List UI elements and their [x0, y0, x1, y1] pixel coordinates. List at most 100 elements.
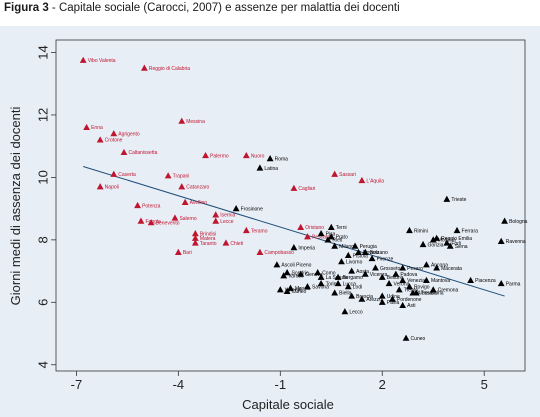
- data-point-label: Bolzano: [370, 250, 388, 256]
- data-point-label: Como: [322, 270, 336, 276]
- data-point-label: Treviso: [421, 291, 437, 297]
- data-point-label: Aosta: [356, 269, 369, 275]
- data-point-marker: [344, 283, 352, 290]
- plot-panel: 4 6 8 10 12 14 -7 -4 -1 2 5 Vibo Valenta Reggio di…: [0, 26, 540, 417]
- data-point-label: Lucca: [343, 281, 357, 287]
- data-point-label: Mantova: [431, 278, 450, 284]
- data-point-marker: [433, 234, 441, 241]
- data-point-label: Sassari: [339, 172, 356, 178]
- y-tick-label: 4: [35, 361, 50, 368]
- x-tick-label: -4: [173, 377, 185, 392]
- data-point-marker: [191, 239, 199, 246]
- data-point-marker: [317, 273, 325, 280]
- x-tick-label: 2: [379, 377, 386, 392]
- data-point-marker: [96, 136, 104, 143]
- data-point-marker: [120, 148, 128, 156]
- data-point-marker: [181, 198, 189, 205]
- data-point-label: Vibo Valenta: [88, 58, 116, 64]
- data-point-label: Asti: [407, 303, 415, 309]
- data-point-marker: [83, 123, 90, 131]
- data-point-label: Cagliari: [298, 186, 315, 192]
- data-point-marker: [358, 295, 366, 302]
- data-point-marker: [212, 211, 220, 218]
- data-point-marker: [361, 270, 369, 277]
- data-point-label: Reggio Emilia: [441, 236, 472, 242]
- data-point-marker: [358, 176, 366, 184]
- data-point-marker: [202, 151, 209, 159]
- data-point-marker: [331, 242, 339, 249]
- data-point-marker: [256, 248, 264, 255]
- data-point-label: Gorizia: [428, 242, 444, 248]
- data-point-marker: [171, 214, 179, 221]
- data-point-marker: [174, 248, 182, 255]
- data-point-label: Grosseto: [380, 266, 401, 272]
- data-point-label: Parma: [506, 281, 521, 287]
- data-point-marker: [378, 292, 386, 299]
- x-axis-title: Capitale sociale: [242, 397, 334, 412]
- data-point-label: Caserta: [118, 172, 136, 178]
- data-point-marker: [368, 254, 376, 262]
- data-point-label: Oristano: [305, 225, 324, 231]
- data-point-marker: [402, 334, 410, 341]
- data-point-marker: [212, 217, 220, 224]
- data-point-label: Novara: [363, 250, 379, 256]
- data-point-label: Catanzaro: [186, 185, 209, 191]
- x-tick-label: -1: [275, 377, 287, 392]
- data-point-label: Rieti: [332, 238, 342, 244]
- data-point-marker: [443, 239, 451, 246]
- data-point-marker: [317, 230, 325, 237]
- data-point-label: Cuneo: [411, 336, 426, 342]
- data-point-label: Frosinone: [241, 206, 263, 212]
- data-point-marker: [351, 242, 359, 249]
- data-point-label: Ascoli Piceno: [281, 263, 311, 269]
- data-point-label: Avellino: [190, 200, 208, 206]
- data-point-marker: [433, 264, 441, 271]
- y-axis-title: Giorni medi di assenza dei docenti: [8, 107, 23, 306]
- data-point-marker: [178, 117, 186, 124]
- data-point-label: Savona: [312, 284, 329, 290]
- data-point-label: Forli: [451, 241, 461, 247]
- figure-number: Figura 3: [4, 2, 49, 14]
- data-point-label: Cremona: [438, 288, 459, 294]
- data-point-label: Pordenone: [397, 297, 422, 303]
- data-point-marker: [178, 183, 186, 190]
- data-point-marker: [453, 226, 461, 234]
- data-point-label: Genova: [305, 272, 323, 278]
- data-point-marker: [242, 226, 250, 234]
- data-point-label: Siena: [455, 244, 468, 250]
- data-point-label: Ancona: [431, 263, 448, 269]
- y-tick-label: 12: [35, 108, 50, 122]
- fit-line: [83, 165, 505, 297]
- data-point-label: Vicenza: [370, 272, 388, 278]
- x-axis: -7 -4 -1 2 5: [71, 371, 488, 392]
- data-point-marker: [406, 283, 413, 290]
- data-point-marker: [361, 248, 369, 255]
- data-point-label: Potenza: [142, 203, 161, 209]
- x-tick-label: -7: [71, 377, 83, 392]
- data-point-marker: [273, 261, 281, 268]
- data-point-label: Ferrara: [462, 228, 479, 234]
- data-point-marker: [378, 273, 386, 280]
- data-point-marker: [140, 64, 148, 71]
- data-point-label: Rovigo: [414, 284, 430, 290]
- data-point-marker: [399, 276, 407, 284]
- data-point-marker: [429, 236, 437, 243]
- data-point-marker: [327, 223, 335, 230]
- scatter-chart: 4 6 8 10 12 14 -7 -4 -1 2 5 Vibo Valenta Reggio di…: [8, 39, 528, 412]
- data-point-marker: [266, 155, 274, 162]
- data-point-label: Bari: [183, 250, 192, 256]
- figure-separator: -: [48, 2, 59, 14]
- data-point-label: Benevento: [156, 220, 180, 226]
- data-point-label: Piacenza: [475, 278, 496, 284]
- data-point-marker: [385, 279, 393, 287]
- data-point-marker: [110, 130, 118, 137]
- data-point-marker: [334, 273, 342, 280]
- data-point-marker: [191, 230, 199, 237]
- data-point-marker: [341, 308, 349, 315]
- data-point-marker: [327, 233, 335, 240]
- data-point-marker: [297, 223, 305, 230]
- data-point-marker: [280, 272, 288, 279]
- figure-title: Figura 3 - Capitale sociale (Carocci, 20…: [4, 2, 400, 14]
- data-point-label: Arezzo: [366, 297, 382, 303]
- data-point-marker: [406, 226, 413, 234]
